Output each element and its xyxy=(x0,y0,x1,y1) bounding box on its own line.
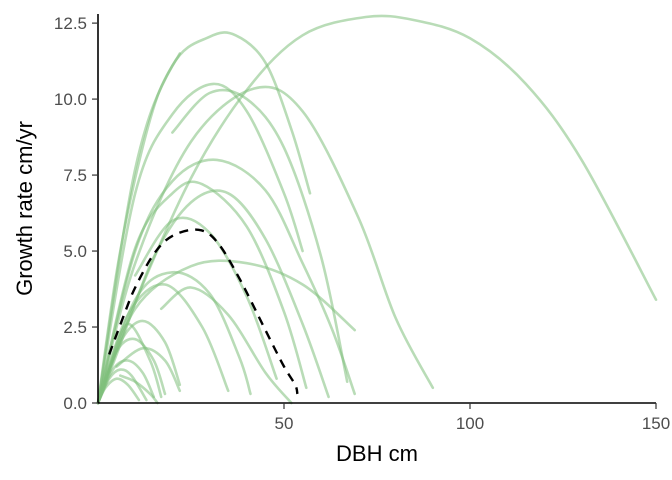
x-tick-label: 150 xyxy=(642,414,670,433)
species-curve-18 xyxy=(159,286,293,405)
y-tick-label: 5.0 xyxy=(63,242,87,261)
species-curve-21 xyxy=(115,346,182,393)
curves-layer xyxy=(96,14,658,405)
y-tick-label: 0.0 xyxy=(63,394,87,413)
y-tick-label: 7.5 xyxy=(63,166,87,185)
species-curve-20 xyxy=(171,88,349,383)
x-tick-label: 100 xyxy=(456,414,484,433)
species-curve-3 xyxy=(96,82,304,405)
mean-curve-dashed xyxy=(108,228,299,395)
species-curve-4 xyxy=(96,85,435,405)
species-curve-15 xyxy=(119,374,159,405)
species-curve-8 xyxy=(96,270,252,405)
species-curve-17 xyxy=(133,216,278,380)
species-curve-19 xyxy=(96,52,182,405)
y-tick-label: 10.0 xyxy=(54,90,87,109)
y-axis-title: Growth rate cm/yr xyxy=(12,121,37,296)
x-axis-title: DBH cm xyxy=(336,441,418,466)
ticks-layer: 0.0 2.5 5.0 7.5 10.0 12.5 50 100 150 xyxy=(54,14,670,433)
y-tick-label: 12.5 xyxy=(54,14,87,33)
species-curve-2 xyxy=(96,14,658,405)
y-tick-label: 2.5 xyxy=(63,318,87,337)
x-tick-label: 50 xyxy=(275,414,294,433)
axes-layer xyxy=(97,14,656,404)
species-curve-6 xyxy=(96,180,308,405)
species-curve-22 xyxy=(96,189,330,405)
species-curve-7 xyxy=(96,259,356,405)
